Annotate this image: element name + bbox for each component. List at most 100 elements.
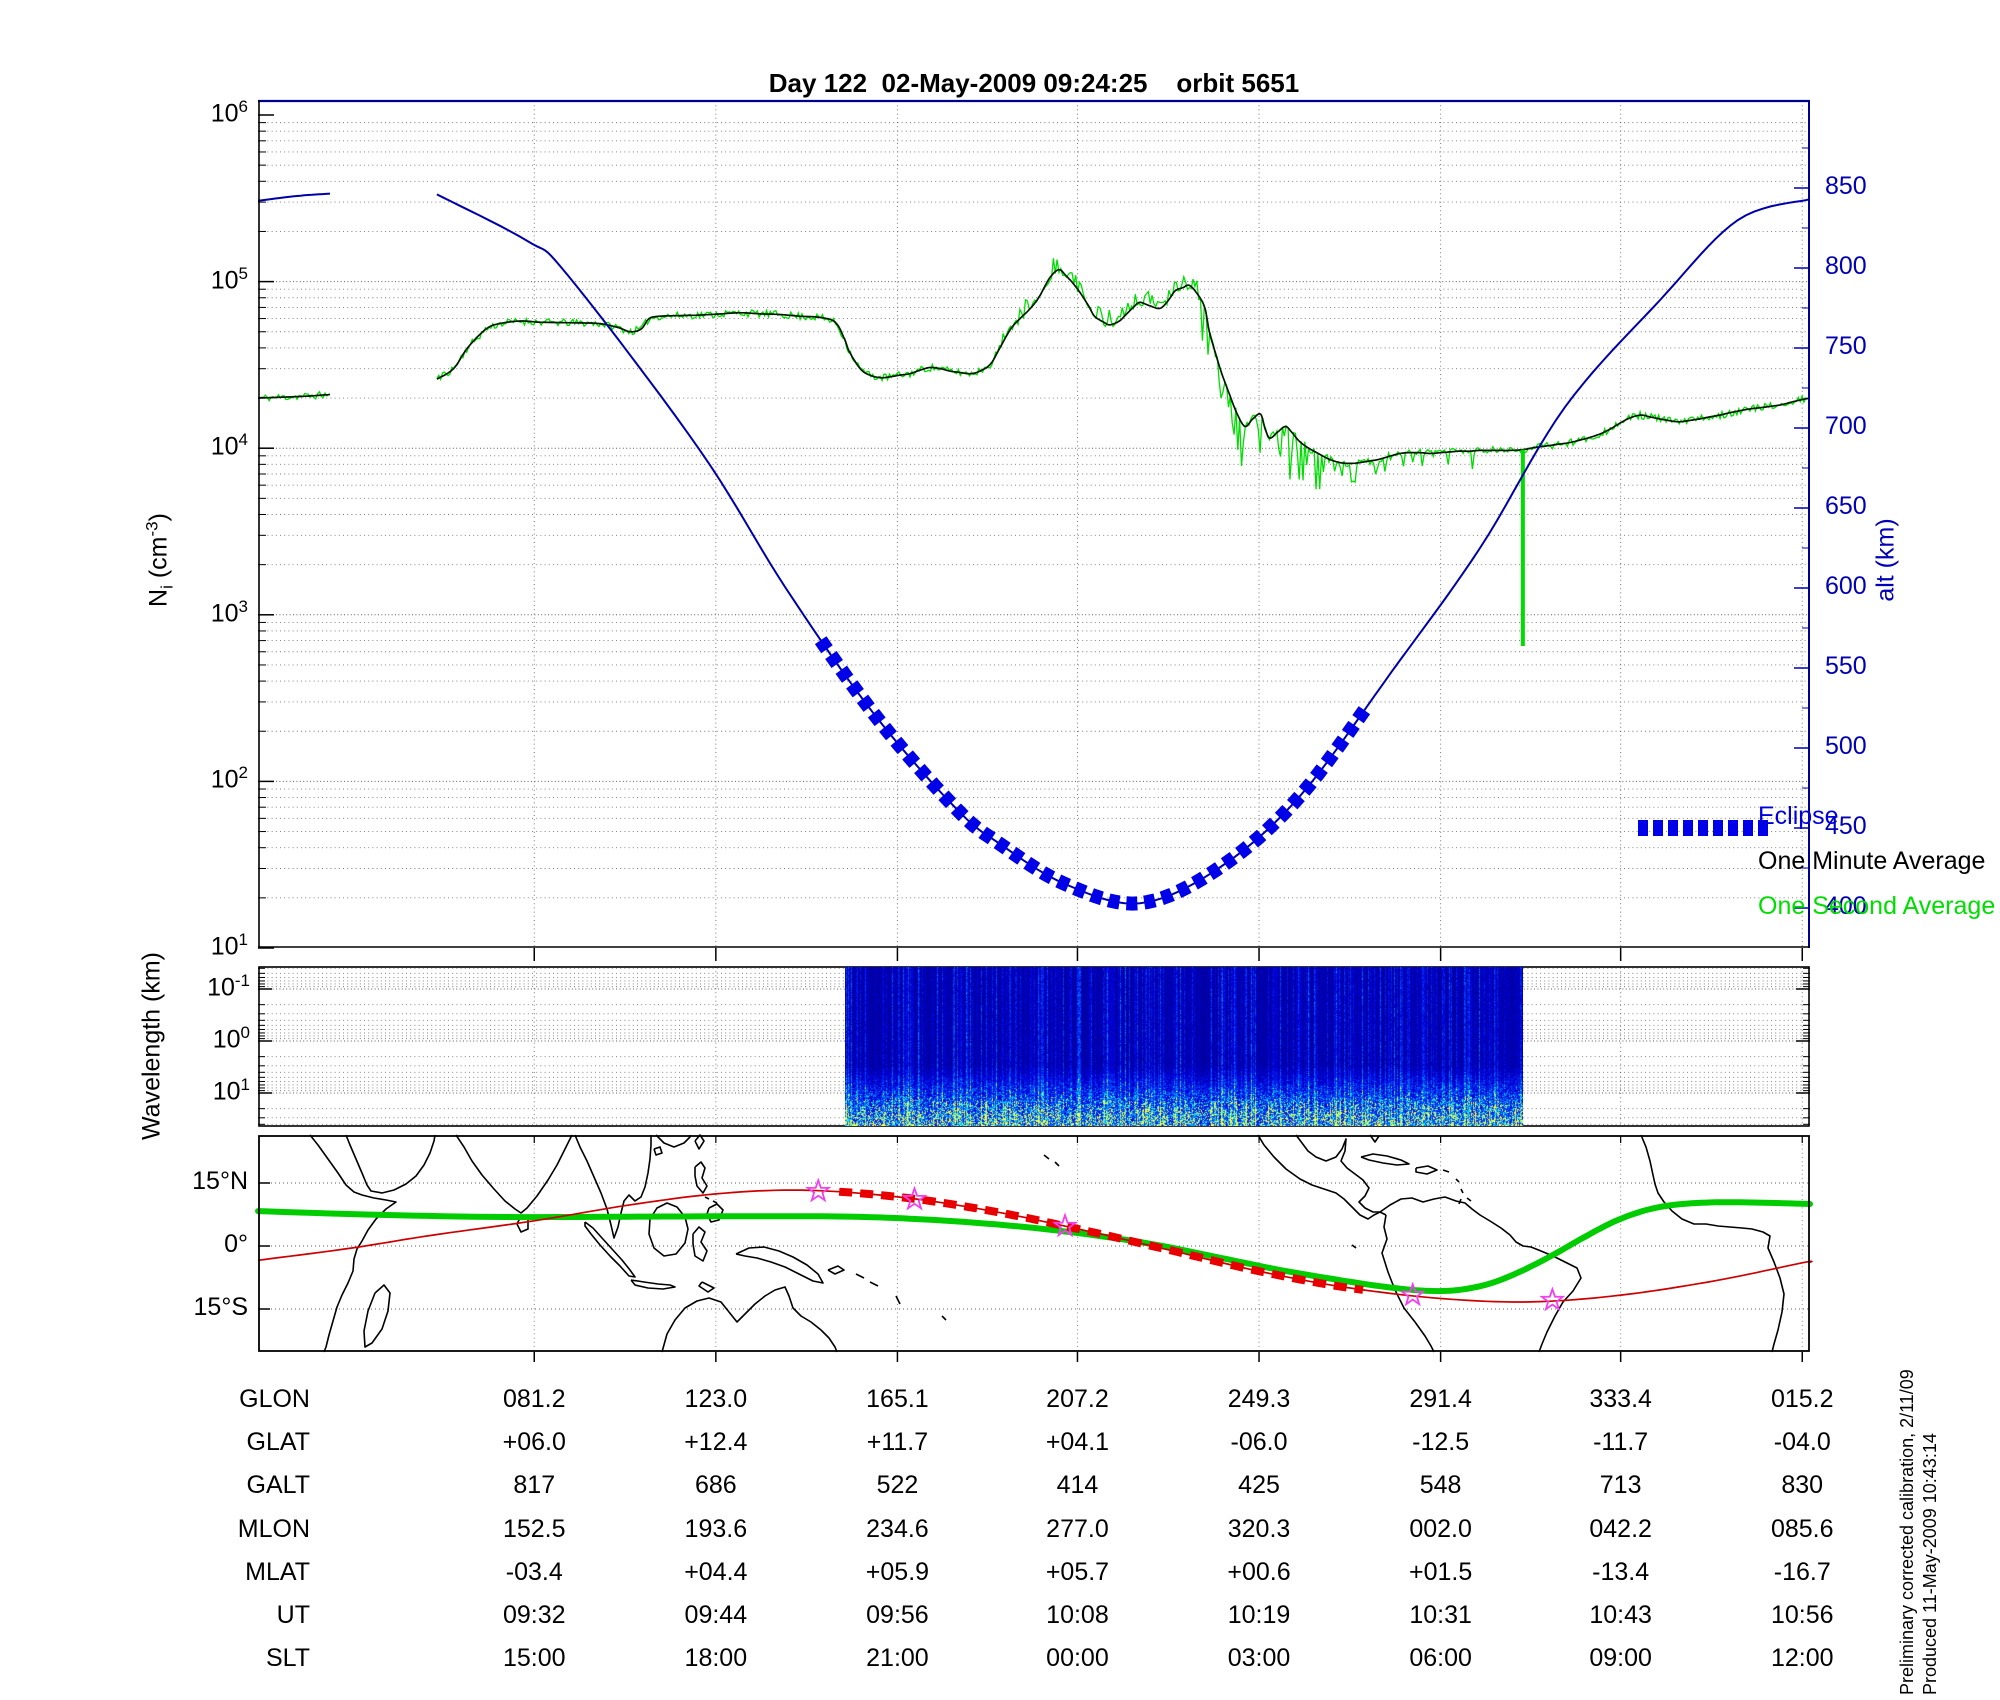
table-cell: -06.0	[1230, 1428, 1288, 1457]
table-cell: 548	[1419, 1471, 1462, 1500]
table-cell: 10:31	[1409, 1601, 1472, 1629]
table-cell: 03:00	[1227, 1644, 1291, 1673]
table-cell: 15:00	[502, 1644, 566, 1673]
table-row-label: MLAT	[245, 1557, 310, 1586]
table-cell: 10:56	[1770, 1601, 1834, 1629]
table-cell: +06.0	[502, 1428, 566, 1457]
density-tick-label: 104	[210, 430, 248, 461]
table-cell: 015.2	[1770, 1385, 1834, 1413]
density-tick-label: 105	[210, 263, 248, 294]
ground-track-map-panel	[255, 1134, 1814, 1362]
wavelength-tick-label: 10-1	[207, 971, 250, 1002]
altitude-tick-label: 750	[1825, 332, 1867, 360]
table-cell: +05.9	[865, 1557, 930, 1586]
table-cell: 09:00	[1589, 1644, 1652, 1673]
table-cell: 830	[1781, 1471, 1824, 1500]
table-cell: -04.0	[1773, 1428, 1831, 1457]
map-lat-tick-label: 0°	[224, 1230, 248, 1258]
table-cell: 234.6	[866, 1514, 929, 1543]
table-cell: 10:19	[1227, 1601, 1291, 1629]
table-row-label: SLT	[266, 1644, 310, 1673]
table-cell: 207.2	[1046, 1385, 1109, 1413]
altitude-tick-label: 650	[1825, 492, 1867, 520]
table-cell: 291.4	[1409, 1385, 1472, 1413]
table-cell: -16.7	[1773, 1557, 1831, 1586]
table-cell: +12.4	[684, 1428, 748, 1457]
table-cell: 193.6	[684, 1514, 748, 1543]
table-cell: 10:08	[1046, 1601, 1109, 1629]
table-cell: 522	[876, 1471, 919, 1500]
density-tick-label: 103	[210, 596, 248, 628]
table-cell: 18:00	[684, 1644, 748, 1673]
table-cell: +04.4	[684, 1557, 748, 1586]
density-altitude-panel	[257, 99, 1811, 961]
wavelength-axis-label: Wavelength (km)	[137, 951, 166, 1141]
altitude-tick-label: 500	[1825, 732, 1867, 760]
table-cell: 09:56	[866, 1601, 929, 1629]
table-cell: 06:00	[1409, 1644, 1472, 1673]
altitude-tick-label: 450	[1825, 812, 1867, 840]
table-cell: -12.5	[1412, 1428, 1470, 1457]
table-cell: 09:32	[502, 1601, 566, 1629]
legend-eclipse-label: Eclipse	[1758, 802, 1839, 830]
production-note-line2: Produced 11-May-2009 10:43:14	[1920, 1433, 1940, 1695]
table-row: SLT 15:00 18:00 21:00 00:00 03:00 06:00 09:00 12…	[0, 1644, 2000, 1674]
table-cell: 00:00	[1046, 1644, 1109, 1673]
altitude-tick-label: 850	[1825, 172, 1867, 200]
density-tick-label: 102	[210, 763, 248, 794]
table-row-label: GALT	[246, 1471, 310, 1500]
table-cell: 713	[1599, 1471, 1642, 1500]
plot-title: Day 122 02-May-2009 09:24:25 orbit 5651	[768, 68, 1300, 98]
altitude-tick-label: 400	[1825, 892, 1867, 920]
production-note: Preliminary corrected calibration, 2/11/…	[1896, 1265, 1942, 1695]
table-row-label: MLON	[237, 1514, 310, 1543]
table-cell: 081.2	[502, 1385, 566, 1413]
table-cell: 320.3	[1227, 1514, 1291, 1543]
production-note-line1: Preliminary corrected calibration, 2/11/…	[1897, 1369, 1917, 1695]
spectrogram-image	[845, 967, 1523, 1126]
table-cell: 123.0	[684, 1385, 748, 1413]
table-cell: 21:00	[866, 1644, 929, 1673]
table-row: GLON 081.2 123.0 165.1 207.2 249.3 291.4 333.4 0…	[0, 1385, 2000, 1415]
table-cell: +05.7	[1045, 1557, 1110, 1586]
table-cell: -13.4	[1592, 1557, 1650, 1586]
table-cell: +11.7	[866, 1428, 929, 1457]
table-cell: 085.6	[1770, 1514, 1834, 1543]
legend-one-second-label: One Second Average	[1758, 892, 1996, 920]
table-cell: 686	[694, 1471, 737, 1500]
table-cell: 414	[1056, 1471, 1099, 1500]
table-cell: +04.1	[1045, 1428, 1110, 1457]
table-cell: 12:00	[1770, 1644, 1834, 1673]
altitude-tick-label: 600	[1825, 572, 1867, 600]
table-cell: +01.5	[1408, 1557, 1473, 1586]
table-row-label: UT	[276, 1601, 310, 1629]
table-cell: -03.4	[505, 1557, 563, 1586]
table-cell: 09:44	[684, 1601, 748, 1629]
table-row: MLON 152.5 193.6 234.6 277.0 320.3 002.0 042.2 0…	[0, 1515, 2000, 1545]
table-cell: 042.2	[1589, 1514, 1652, 1543]
table-row: GLAT +06.0 +12.4 +11.7 +04.1 -06.0 -12.5 -11.7 -…	[0, 1428, 2000, 1458]
altitude-tick-label: 700	[1825, 412, 1867, 440]
table-cell: 333.4	[1589, 1385, 1652, 1413]
table-row: MLAT -03.4 +04.4 +05.9 +05.7 +00.6 +01.5 -13.4 -…	[0, 1558, 2000, 1588]
wavelength-tick-label: 100	[212, 1023, 250, 1054]
table-row-label: GLAT	[246, 1428, 310, 1457]
altitude-tick-label: 550	[1825, 652, 1867, 680]
table-cell: 152.5	[502, 1514, 566, 1543]
table-cell: 277.0	[1046, 1514, 1109, 1543]
table-cell: 002.0	[1409, 1514, 1472, 1543]
table-cell: +00.6	[1227, 1557, 1291, 1586]
table-cell: 425	[1238, 1471, 1280, 1500]
altitude-axis-label: alt (km)	[1871, 518, 1900, 602]
table-row: UT 09:32 09:44 09:56 10:08 10:19 10:31 10:43 10:…	[0, 1601, 2000, 1631]
legend-one-minute-label: One Minute Average	[1758, 847, 1986, 875]
map-lat-tick-label: 15°S	[193, 1293, 248, 1321]
table-cell: 165.1	[866, 1385, 929, 1413]
table-cell: -11.7	[1593, 1428, 1649, 1457]
wavelength-tick-label: 101	[212, 1075, 250, 1106]
table-cell: 249.3	[1227, 1385, 1291, 1413]
map-lat-tick-label: 15°N	[192, 1167, 248, 1195]
altitude-tick-label: 800	[1825, 252, 1867, 280]
table-cell: 817	[513, 1471, 556, 1500]
